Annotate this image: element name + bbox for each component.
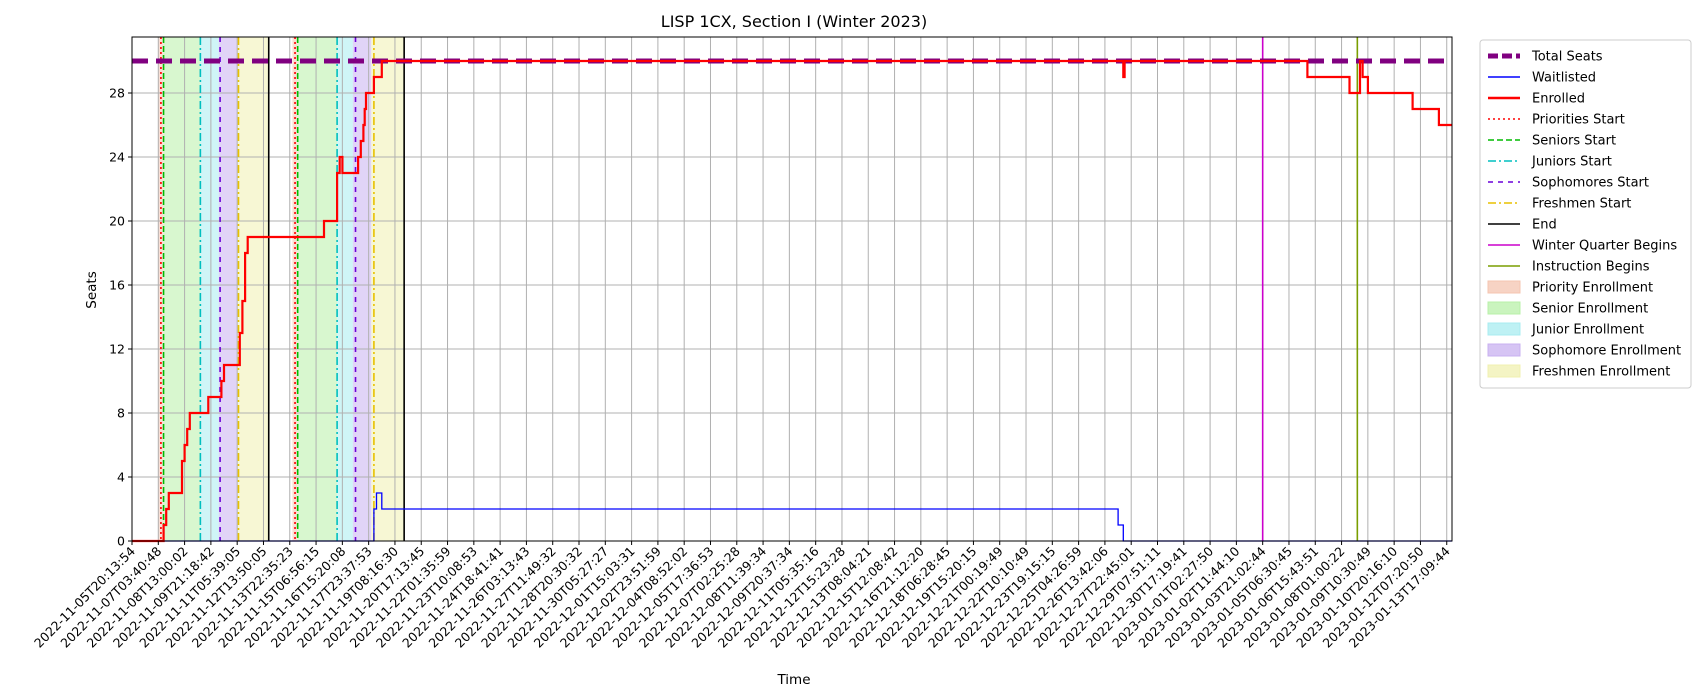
legend-swatch-priority-enrollment: [1487, 280, 1521, 294]
legend-label-freshmen-start: Freshmen Start: [1532, 197, 1631, 212]
series-waitlisted: [132, 492, 1452, 542]
enrollment-period-shading: [158, 37, 405, 541]
legend-label-enrolled: Enrolled: [1532, 92, 1585, 107]
legend-label-winter-quarter-begins: Winter Quarter Begins: [1532, 239, 1677, 254]
series-enrolled: [132, 59, 1452, 543]
series-lines: [132, 58, 1452, 543]
y-tick-label: 28: [109, 86, 125, 101]
axes-border: [131, 36, 1453, 542]
legend-swatch-junior-enrollment: [1487, 322, 1521, 336]
legend-label-total-seats: Total Seats: [1531, 50, 1603, 65]
y-tick-label: 20: [109, 214, 125, 229]
legend-label-junior-enrollment: Junior Enrollment: [1531, 323, 1644, 338]
shade-sophomore-enrollment: [218, 37, 238, 541]
y-tick-label: 24: [109, 150, 125, 165]
legend-label-senior-enrollment: Senior Enrollment: [1532, 302, 1648, 317]
legend-label-sophomore-enrollment: Sophomore Enrollment: [1532, 344, 1681, 359]
legend-box: [1479, 39, 1692, 389]
legend-label-juniors-start: Juniors Start: [1531, 155, 1612, 170]
legend-label-sophomores-start: Sophomores Start: [1532, 176, 1649, 191]
event-lines: [160, 37, 1359, 541]
y-tick-label: 4: [117, 470, 125, 485]
shade-junior-enrollment: [337, 37, 353, 541]
y-tick-label: 0: [117, 534, 125, 549]
shade-freshmen-enrollment: [371, 37, 405, 541]
shade-senior-enrollment: [297, 37, 338, 541]
shade-junior-enrollment: [200, 37, 219, 541]
chart-title: LISP 1CX, Section I (Winter 2023): [661, 12, 927, 31]
legend-label-end: End: [1532, 218, 1557, 233]
y-tick-label: 16: [109, 278, 125, 293]
y-tick-label: 12: [109, 342, 125, 357]
legend-label-instruction-begins: Instruction Begins: [1532, 260, 1650, 275]
shade-freshmen-enrollment: [237, 37, 269, 541]
legend-swatch-freshmen-enrollment: [1487, 364, 1521, 378]
legend-label-priorities-start: Priorities Start: [1532, 113, 1625, 128]
legend: Total Seats Waitlisted Enrolled Priorities …: [1479, 39, 1692, 389]
x-axis-label: Time: [776, 672, 810, 688]
y-axis-label: Seats: [84, 271, 100, 308]
x-axis-ticks: 2022-11-05T20:13:542022-11-07T03:40:4820…: [31, 541, 1453, 651]
legend-label-waitlisted: Waitlisted: [1532, 71, 1596, 86]
shade-senior-enrollment: [163, 37, 201, 541]
legend-swatch-senior-enrollment: [1487, 301, 1521, 315]
y-axis-ticks: 0 4 8 12 16 20 24 28: [109, 86, 132, 549]
legend-label-freshmen-enrollment: Freshmen Enrollment: [1532, 365, 1670, 380]
axes-frame: [131, 36, 1453, 542]
legend-swatch-sophomore-enrollment: [1487, 343, 1521, 357]
legend-label-seniors-start: Seniors Start: [1532, 134, 1616, 149]
y-tick-label: 8: [117, 406, 125, 421]
legend-label-priority-enrollment: Priority Enrollment: [1532, 281, 1653, 296]
